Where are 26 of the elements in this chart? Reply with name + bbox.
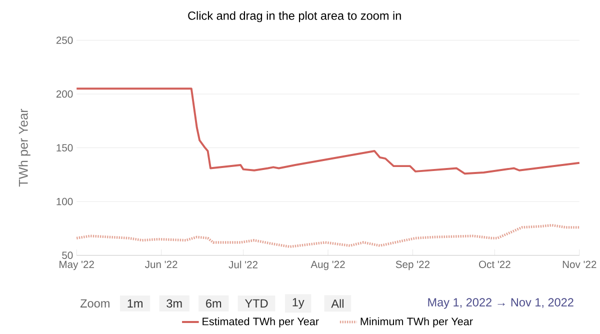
- y-tick-label: 250: [56, 36, 73, 44]
- text: Zoom: [80, 299, 110, 308]
- x-tick-label: May '22: [60, 260, 94, 270]
- text: 1y: [292, 298, 304, 309]
- legend-label: Estimated TWh per Year: [202, 317, 319, 328]
- text: YTD: [244, 299, 268, 308]
- chart-title: Click and drag in the plot area to zoom in: [188, 11, 401, 22]
- text: 1m: [128, 299, 142, 308]
- line-series: [75, 224, 581, 248]
- y-tick-label: 50: [62, 252, 73, 260]
- x-tick-label: Sep '22: [396, 260, 430, 270]
- text: May 1, 2022 → Nov 1, 2022: [428, 298, 574, 309]
- y-tick-label: 100: [56, 198, 73, 206]
- x-tick-label: Jul '22: [228, 260, 258, 268]
- y-axis-title: TWh per Year: [18, 108, 30, 187]
- text: 3m: [166, 299, 182, 308]
- y-tick-label: 200: [56, 90, 73, 98]
- y-tick-label: 150: [56, 144, 73, 152]
- text: 6m: [206, 299, 222, 308]
- x-tick-label: Nov '22: [562, 260, 596, 268]
- x-tick-label: Aug '22: [310, 260, 345, 270]
- x-tick-label: Jun '22: [145, 260, 178, 268]
- line-series: [76, 88, 580, 175]
- text: All: [331, 299, 344, 308]
- legend-label: Minimum TWh per Year: [360, 317, 473, 328]
- x-tick-label: Oct '22: [479, 260, 510, 268]
